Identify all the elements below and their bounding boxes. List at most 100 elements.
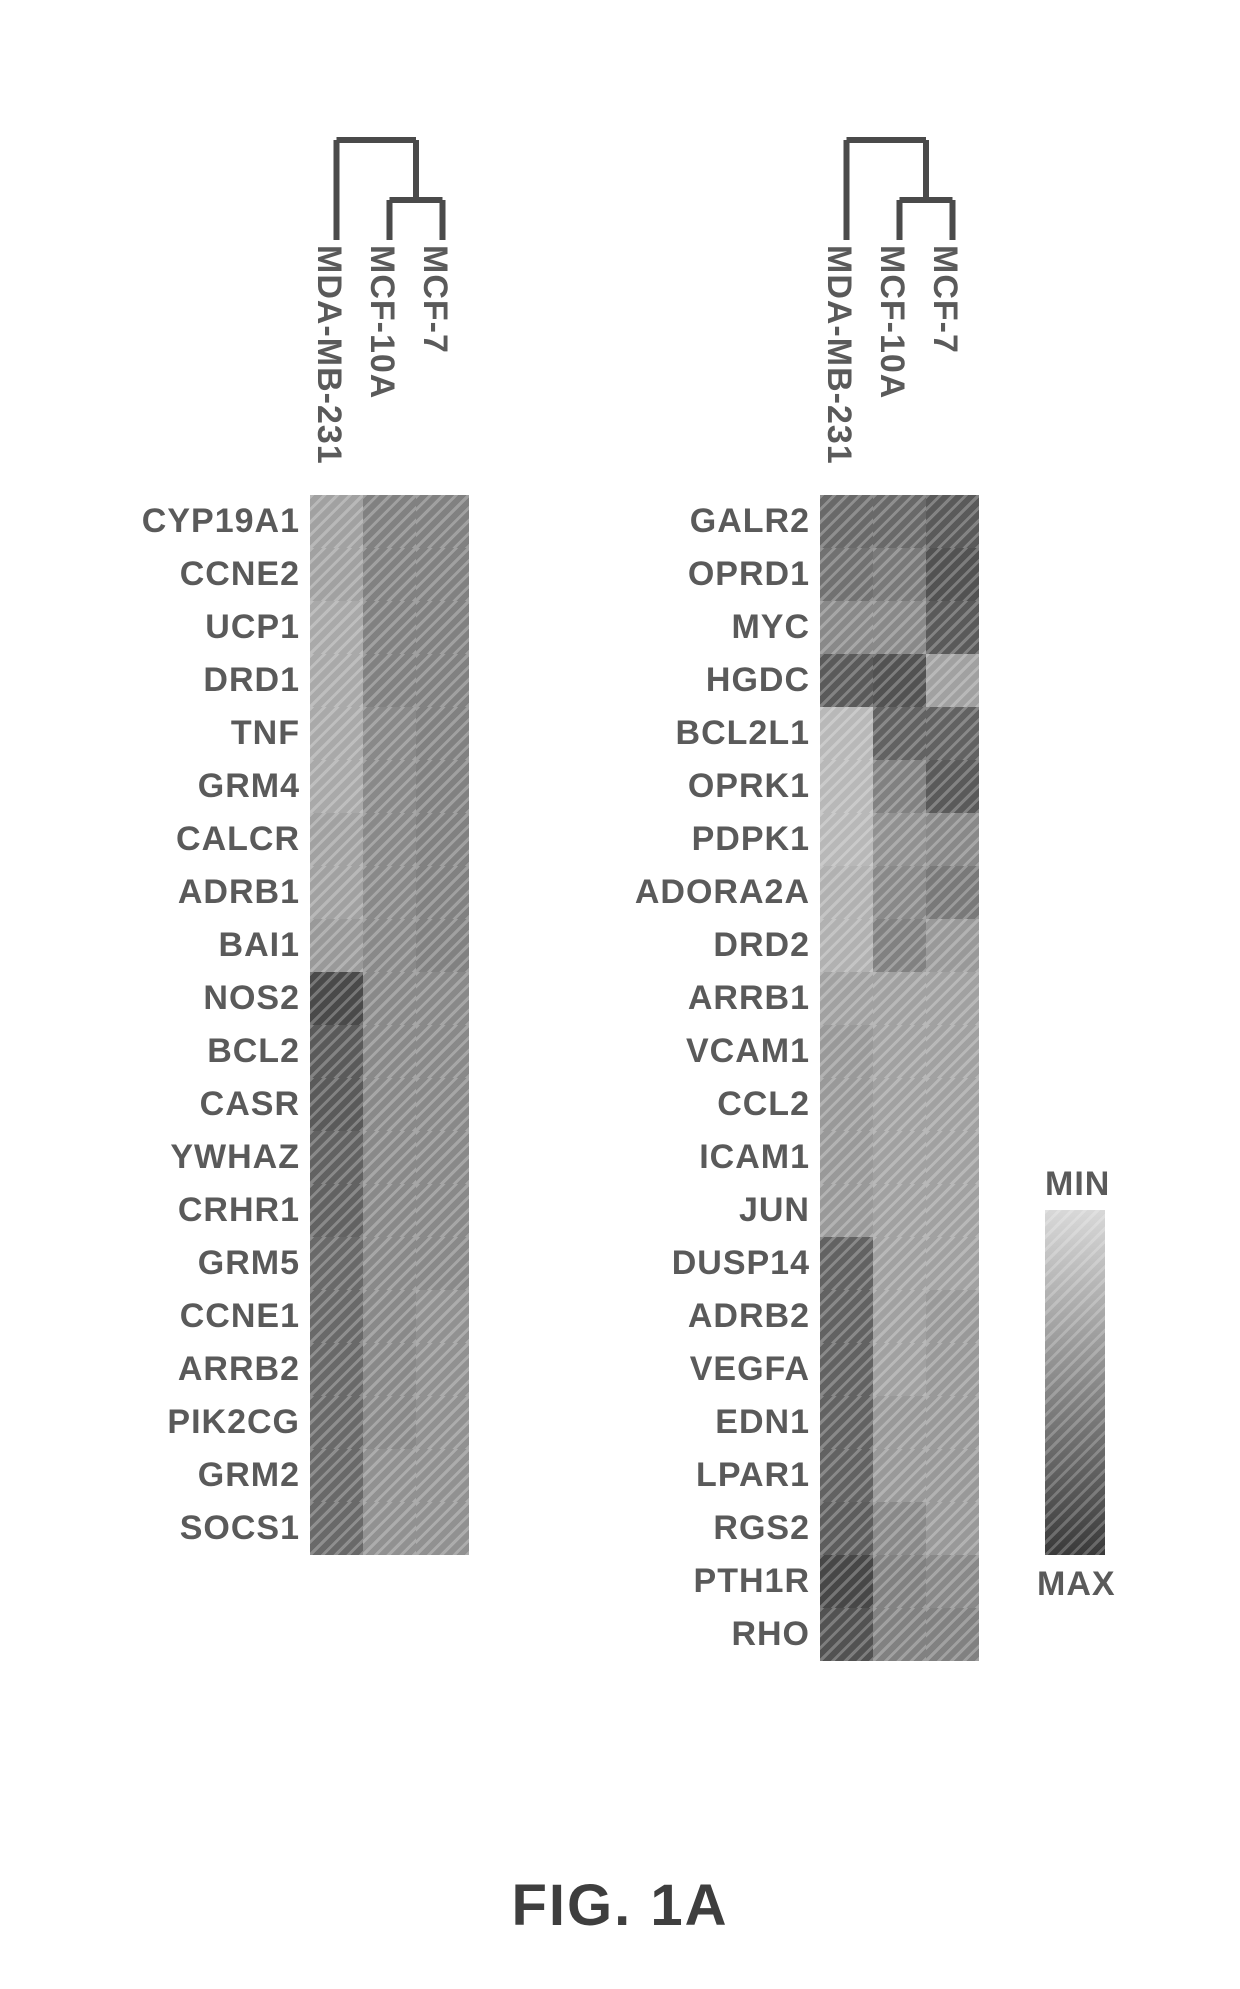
heatmap-cells [820,1184,979,1237]
heatmap-cell [416,1396,469,1449]
heatmap-cells [820,1237,979,1290]
heatmap-cell [873,972,926,1025]
heatmap-cells [310,1396,469,1449]
heatmap-row: YWHAZ [110,1131,469,1184]
heatmap-cell [926,1078,979,1131]
heatmap-cells [310,1184,469,1237]
heatmap-cell [873,1025,926,1078]
heatmap-cell [310,1502,363,1555]
heatmap-cells [820,1290,979,1343]
gene-label: OPRD1 [600,555,820,594]
heatmap-cell [820,1502,873,1555]
heatmap-cell [416,919,469,972]
gene-label: ADRB1 [110,873,310,912]
heatmap-cell [873,1131,926,1184]
heatmap-cell [873,1343,926,1396]
heatmap-cells [820,760,979,813]
heatmap-cell [363,972,416,1025]
gene-label: PIK2CG [110,1403,310,1442]
heatmap-cells [310,601,469,654]
gene-label: BAI1 [110,926,310,965]
heatmap-cells [310,1025,469,1078]
heatmap-cell [873,1184,926,1237]
gene-label: VEGFA [600,1350,820,1389]
gene-label: BCL2 [110,1032,310,1071]
heatmap-row: HGDC [600,654,979,707]
heatmap-grid-right: GALR2OPRD1MYCHGDCBCL2L1OPRK1PDPK1ADORA2A… [600,495,979,1661]
heatmap-cell [416,1184,469,1237]
gene-label: PTH1R [600,1562,820,1601]
dendrogram-left [310,110,469,240]
heatmap-cell [873,601,926,654]
gene-label: BCL2L1 [600,714,820,753]
heatmap-row: EDN1 [600,1396,979,1449]
heatmap-cell [926,972,979,1025]
heatmap-cell [416,1237,469,1290]
column-label: MCF-7 [925,245,964,354]
heatmap-cells [820,1608,979,1661]
heatmap-row: GALR2 [600,495,979,548]
gene-label: DRD1 [110,661,310,700]
gene-label: HGDC [600,661,820,700]
gene-label: TNF [110,714,310,753]
heatmap-cell [926,1290,979,1343]
heatmap-cell [873,919,926,972]
heatmap-cell [363,1290,416,1343]
heatmap-row: PIK2CG [110,1396,469,1449]
figure-1a: MDA-MB-231MCF-10AMCF-7 CYP19A1CCNE2UCP1D… [0,0,1240,1989]
heatmap-cells [820,1078,979,1131]
heatmap-cell [926,601,979,654]
heatmap-row: CCL2 [600,1078,979,1131]
heatmap-cell [310,495,363,548]
heatmap-cells [310,1237,469,1290]
heatmap-row: DRD2 [600,919,979,972]
heatmap-row: CRHR1 [110,1184,469,1237]
heatmap-cell [310,919,363,972]
heatmap-cells [820,1131,979,1184]
heatmap-cell [820,1343,873,1396]
heatmap-row: RHO [600,1608,979,1661]
heatmap-cell [310,866,363,919]
heatmap-row: VCAM1 [600,1025,979,1078]
heatmap-cell [820,548,873,601]
heatmap-cell [926,760,979,813]
heatmap-cell [416,1502,469,1555]
heatmap-cell [416,1025,469,1078]
gene-label: PDPK1 [600,820,820,859]
heatmap-cells [310,1502,469,1555]
heatmap-cell [820,654,873,707]
heatmap-cell [363,813,416,866]
heatmap-row: DRD1 [110,654,469,707]
heatmap-cell [873,760,926,813]
heatmap-cell [416,1078,469,1131]
heatmap-cells [820,707,979,760]
gene-label: RGS2 [600,1509,820,1548]
heatmap-cells [310,1343,469,1396]
heatmap-cells [820,601,979,654]
heatmap-grid-left: CYP19A1CCNE2UCP1DRD1TNFGRM4CALCRADRB1BAI… [110,495,469,1555]
heatmap-cell [873,1608,926,1661]
heatmap-row: ICAM1 [600,1131,979,1184]
gene-label: ICAM1 [600,1138,820,1177]
heatmap-cells [310,707,469,760]
gene-label: VCAM1 [600,1032,820,1071]
column-label: MCF-7 [415,245,454,354]
heatmap-cell [310,1025,363,1078]
gene-label: CCNE1 [110,1297,310,1336]
heatmap-cell [416,813,469,866]
heatmap-cell [926,919,979,972]
heatmap-cell [310,1184,363,1237]
gene-label: CASR [110,1085,310,1124]
heatmap-row: ARRB2 [110,1343,469,1396]
heatmap-cell [416,1290,469,1343]
column-labels-right: MDA-MB-231MCF-10AMCF-7 [820,245,979,485]
heatmap-cell [416,495,469,548]
heatmap-row: BCL2L1 [600,707,979,760]
heatmap-cells [310,1449,469,1502]
gene-label: ARRB1 [600,979,820,1018]
gene-label: JUN [600,1191,820,1230]
heatmap-row: OPRD1 [600,548,979,601]
heatmap-cell [363,495,416,548]
heatmap-row: JUN [600,1184,979,1237]
heatmap-cell [926,707,979,760]
